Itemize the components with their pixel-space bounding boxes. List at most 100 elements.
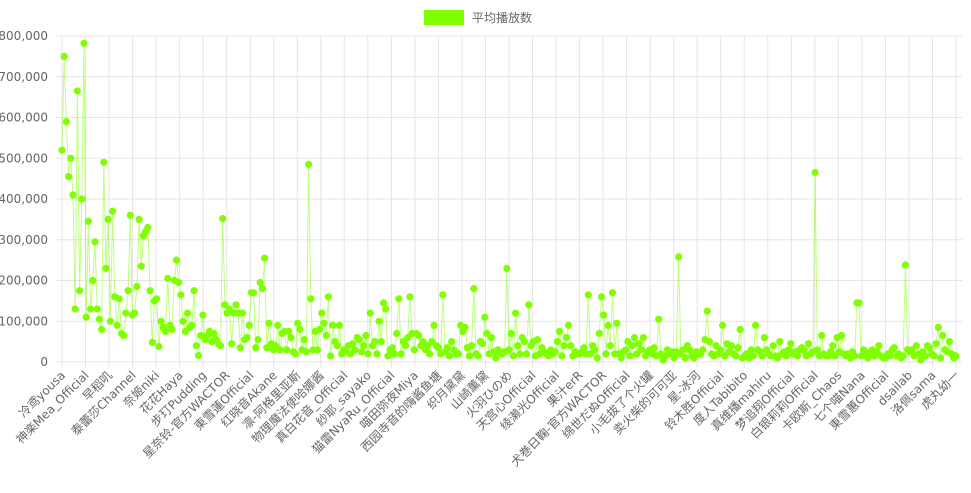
data-point [362, 331, 370, 340]
data-point [468, 342, 476, 350]
legend-swatch [424, 10, 464, 25]
data-point [228, 340, 236, 348]
data-point [333, 342, 341, 350]
data-point [886, 352, 894, 360]
data-point [479, 340, 487, 348]
data-point [307, 295, 315, 303]
y-tick-label: 700,000 [0, 70, 48, 84]
data-point [388, 344, 396, 352]
data-point [153, 295, 161, 303]
legend[interactable]: 平均播放数 [424, 10, 532, 25]
data-point [258, 285, 266, 293]
data-point [553, 338, 562, 346]
data-point [875, 342, 883, 350]
data-point [148, 338, 156, 346]
data-point [172, 256, 181, 264]
data-point [934, 323, 943, 331]
data-point [734, 344, 742, 352]
data-point [520, 338, 529, 346]
data-point [591, 346, 599, 354]
data-point [296, 325, 304, 333]
data-point [245, 321, 253, 329]
data-point [373, 350, 381, 358]
data-point [144, 223, 152, 232]
data-point [608, 289, 617, 297]
data-point [395, 295, 403, 303]
data-point [719, 321, 727, 329]
data-point [747, 346, 755, 354]
data-point [274, 321, 282, 329]
data-point [324, 293, 332, 301]
data-point [675, 253, 683, 261]
data-point [758, 352, 766, 360]
data-point [98, 325, 106, 333]
data-point [349, 340, 357, 348]
data-point [670, 354, 678, 362]
data-point [597, 293, 606, 301]
data-point [390, 350, 399, 358]
x-axis: 冷鸢yousa神楽Mea_Official早稻叽泰蕾莎Channel奈姬niki… [13, 368, 962, 470]
data-point [254, 336, 262, 344]
data-point [250, 289, 258, 297]
data-point [168, 325, 176, 333]
data-point [890, 344, 898, 352]
data-point [487, 334, 495, 342]
data-point [811, 168, 819, 177]
data-point [448, 338, 456, 346]
data-point [800, 346, 808, 354]
data-point [613, 319, 621, 327]
data-point [302, 348, 310, 356]
data-point [82, 313, 90, 321]
data-point [164, 274, 172, 283]
data-point [371, 338, 379, 346]
data-point [265, 319, 273, 327]
data-point [131, 309, 139, 317]
data-point [104, 215, 112, 223]
data-point [635, 340, 643, 348]
data-point [366, 309, 374, 317]
data-point [239, 309, 247, 317]
data-point [236, 344, 244, 352]
data-point [732, 352, 740, 360]
series-average-plays [58, 39, 960, 364]
data-point [829, 342, 837, 350]
data-point [851, 352, 859, 360]
data-point [474, 352, 482, 360]
data-point [146, 287, 154, 295]
data-point [155, 342, 163, 351]
data-point [313, 346, 321, 354]
data-point [901, 261, 910, 269]
data-point [360, 342, 368, 350]
data-point [787, 340, 795, 348]
data-point [681, 354, 689, 362]
data-point [516, 350, 524, 358]
data-point [945, 338, 954, 346]
data-point [194, 351, 203, 360]
data-point [926, 344, 934, 352]
data-point [102, 264, 110, 272]
data-point [71, 305, 79, 313]
data-point [426, 350, 434, 358]
data-point [126, 211, 134, 219]
data-point [210, 329, 218, 338]
data-point [305, 160, 313, 168]
data-point [190, 287, 198, 295]
data-point [782, 352, 791, 360]
data-point [932, 340, 940, 348]
data-point [602, 350, 610, 358]
data-point [62, 118, 70, 126]
data-point [445, 352, 454, 360]
data-point [175, 278, 183, 287]
data-point [335, 321, 343, 329]
data-point [58, 146, 66, 154]
data-point [243, 334, 251, 342]
data-point [760, 334, 769, 342]
data-point [556, 327, 564, 335]
data-point [534, 336, 542, 344]
data-point [124, 287, 132, 295]
data-point [256, 278, 264, 287]
data-point [219, 215, 227, 223]
data-point [443, 344, 451, 352]
data-point [804, 340, 813, 348]
